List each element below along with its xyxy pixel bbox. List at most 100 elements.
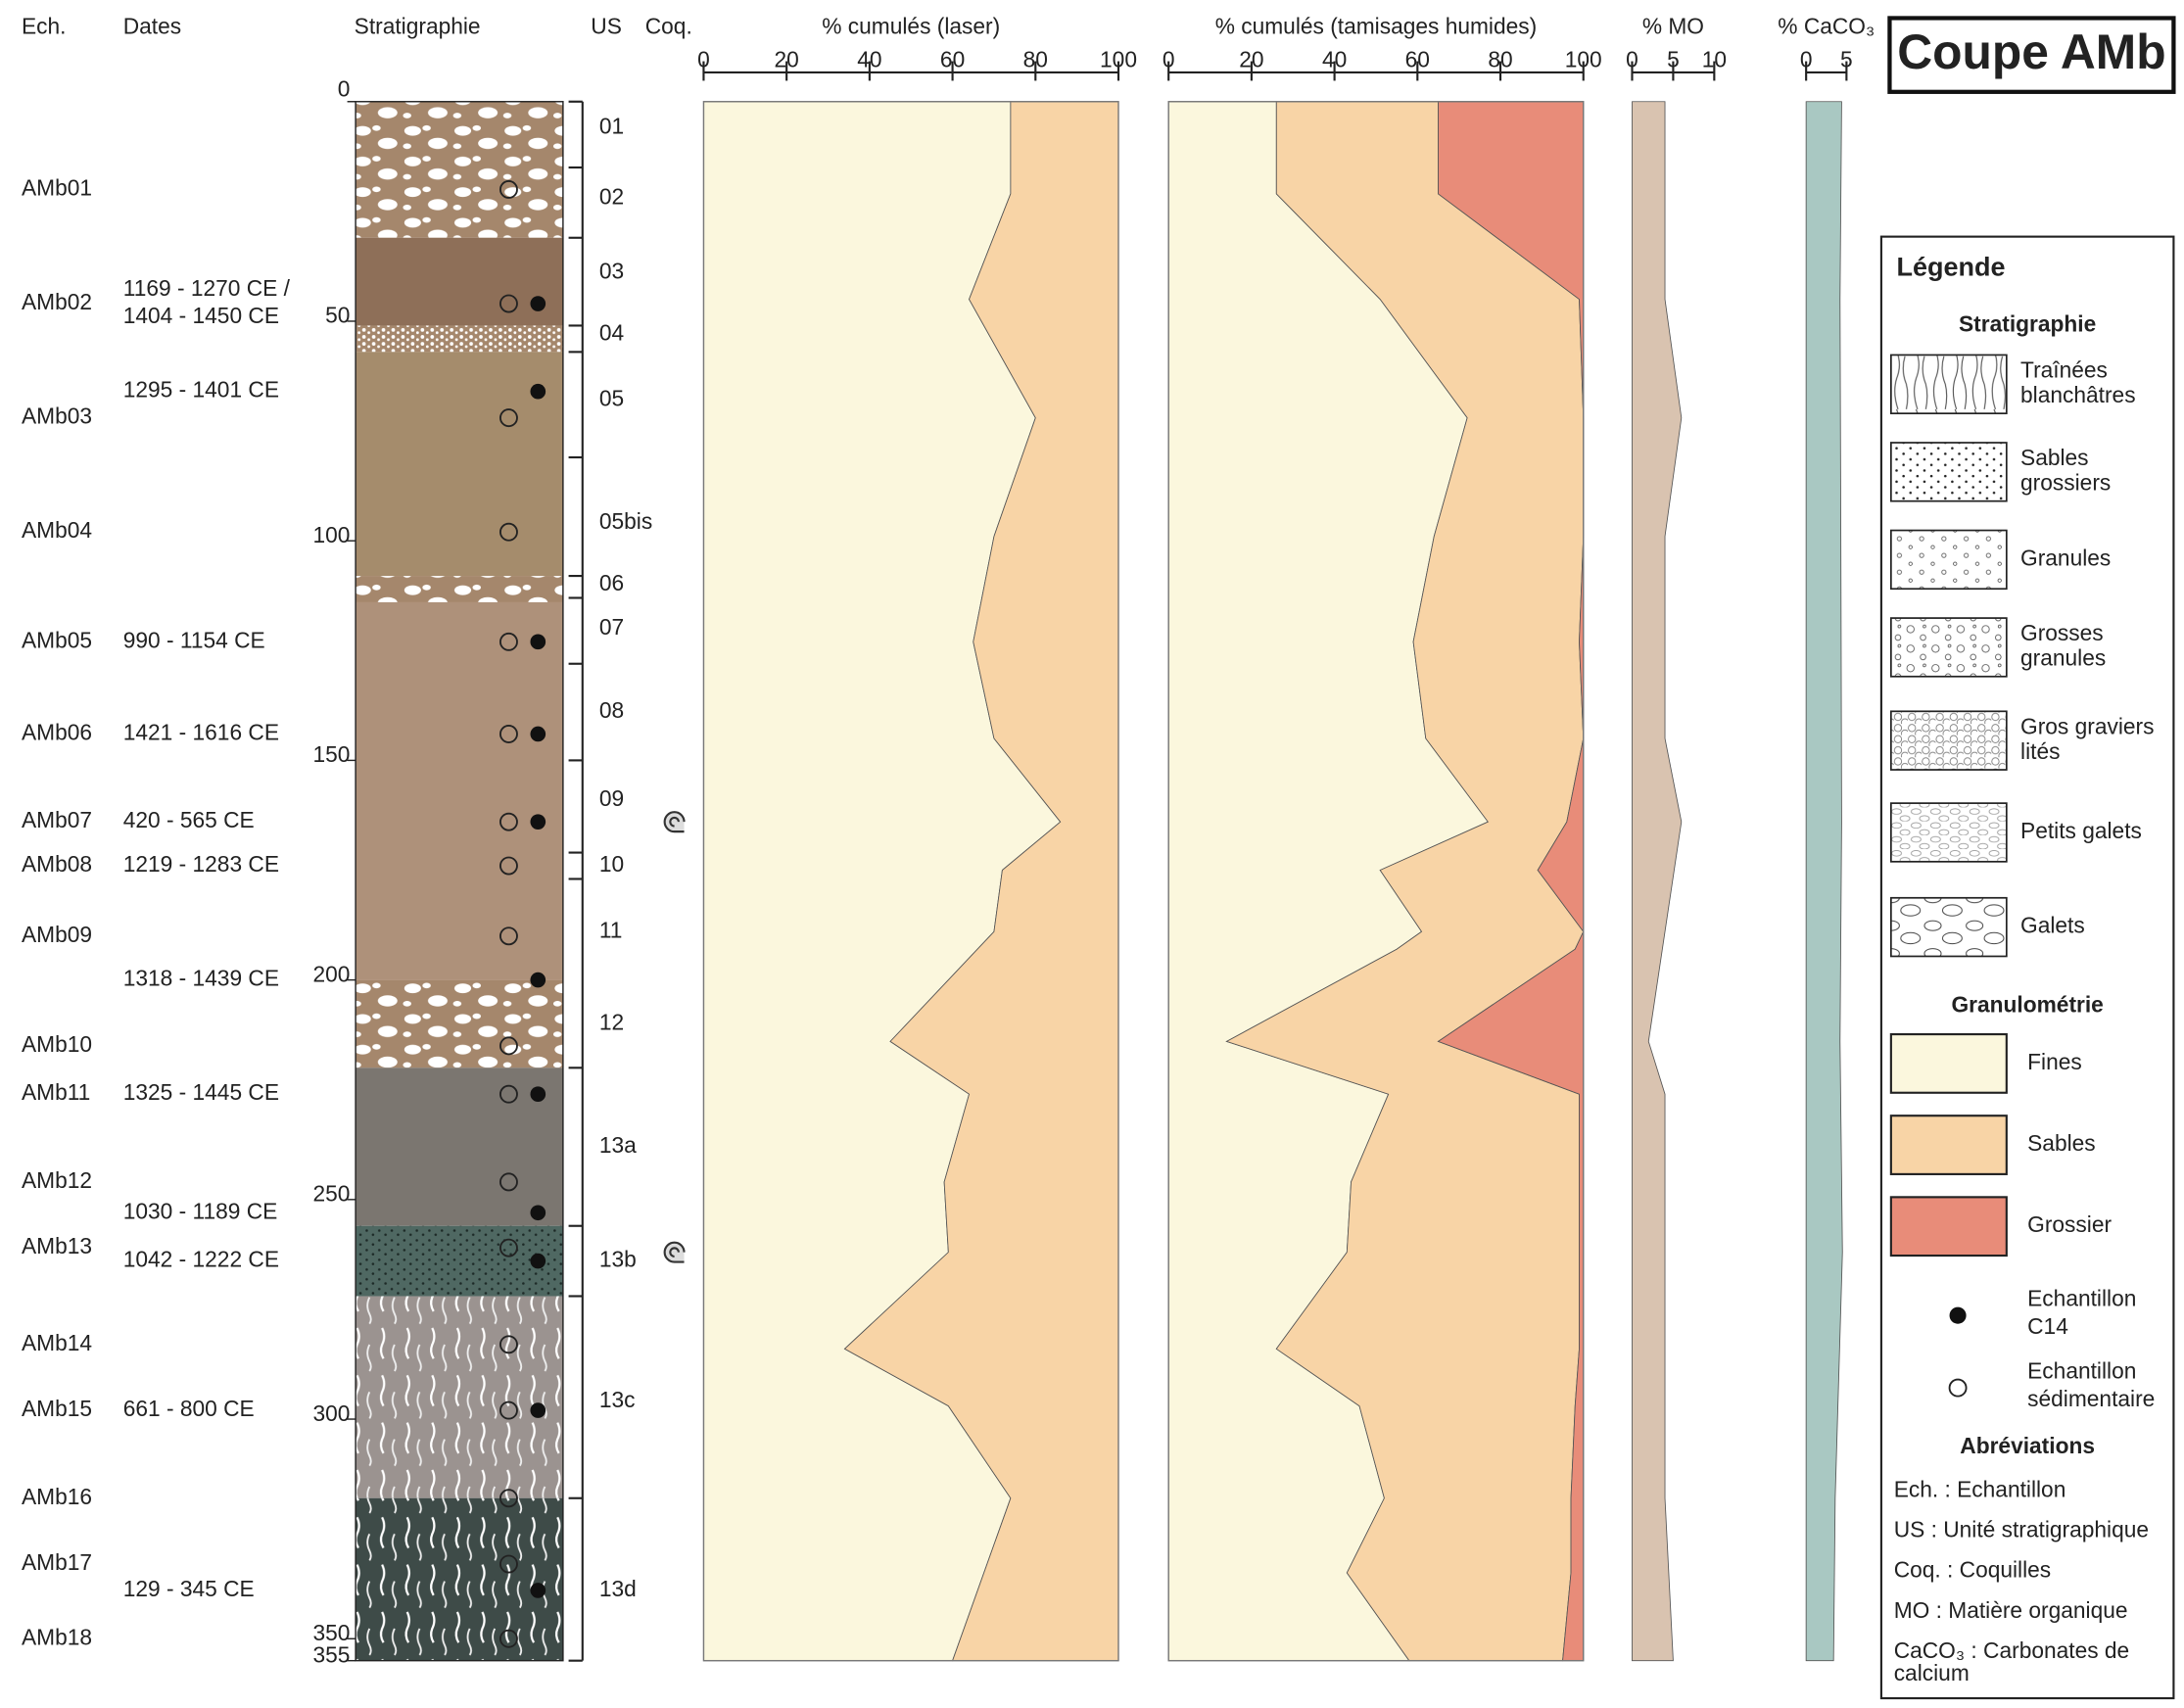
- date: 1042 - 1222 CE: [123, 1247, 279, 1272]
- x-tick-label: 40: [857, 47, 881, 72]
- us-label: 05bis: [599, 508, 652, 534]
- legend-swatch: [1890, 802, 2008, 863]
- x-tick-label: 0: [697, 47, 710, 72]
- header-strat: Stratigraphie: [355, 13, 481, 38]
- sediment-sample: [499, 1238, 518, 1257]
- stratum-texture: [356, 325, 563, 353]
- legend-subtitle: Granulométrie: [1951, 992, 2103, 1018]
- legend-abbr: MO : Matière organique: [1894, 1597, 2128, 1623]
- sample-name: AMb08: [22, 851, 92, 877]
- sediment-sample: [499, 926, 518, 946]
- header-us: US: [591, 13, 622, 38]
- legend-label: Sables: [2020, 445, 2089, 470]
- date: 1219 - 1283 CE: [123, 851, 279, 877]
- date: 1295 - 1401 CE: [123, 377, 279, 403]
- legend-abbr: calcium: [1894, 1660, 1970, 1685]
- legend-label: Petits galets: [2020, 818, 2142, 843]
- sample-name: AMb12: [22, 1167, 92, 1193]
- stratum-texture: [356, 576, 563, 602]
- us-label: 13d: [599, 1576, 637, 1601]
- legend-swatch: [1889, 1032, 2008, 1094]
- chart-title: % MO: [1642, 13, 1704, 38]
- us-label: 01: [599, 114, 624, 139]
- sediment-sample: [499, 179, 518, 199]
- legend-label: sédimentaire: [2027, 1386, 2155, 1411]
- us-label: 11: [599, 917, 623, 942]
- legend-subtitle: Stratigraphie: [1959, 311, 2096, 337]
- legend-label: Sables: [2027, 1130, 2096, 1156]
- legend-abbr: US : Unité stratigraphique: [1894, 1516, 2149, 1542]
- sample-name: AMb13: [22, 1233, 92, 1258]
- sediment-sample: [499, 1036, 518, 1056]
- date: 129 - 345 CE: [123, 1576, 255, 1601]
- legend-swatch: [1890, 617, 2008, 678]
- sediment-sample: [499, 1084, 518, 1104]
- sediment-sample: [499, 1554, 518, 1574]
- depth-label: 150: [312, 741, 350, 767]
- x-tick-label: 60: [940, 47, 965, 72]
- sample-name: AMb11: [22, 1079, 90, 1105]
- column-frame: [355, 101, 564, 1662]
- legend-label: Echantillon: [2027, 1286, 2136, 1311]
- legend-swatch: [1889, 1196, 2008, 1257]
- sediment-sample: [499, 408, 518, 428]
- legend-label: Fines: [2027, 1049, 2082, 1074]
- depth-label: 50: [325, 303, 350, 328]
- us-label: 05: [599, 386, 624, 411]
- title-box: [1887, 16, 2176, 94]
- legend-c14: [1949, 1306, 1967, 1324]
- depth-label: 355: [312, 1641, 350, 1667]
- date: 990 - 1154 CE: [123, 627, 265, 652]
- legend-label: C14: [2027, 1313, 2068, 1339]
- date: 1030 - 1189 CE: [123, 1198, 278, 1223]
- date: 1169 - 1270 CE /: [123, 275, 291, 301]
- date: 1421 - 1616 CE: [123, 719, 279, 744]
- legend-subtitle: Abréviations: [1960, 1433, 2095, 1458]
- sediment-sample: [499, 294, 518, 313]
- us-label: 08: [599, 697, 624, 723]
- stratum: [356, 352, 563, 577]
- legend-label: Galets: [2020, 913, 2085, 938]
- legend-title: Légende: [1897, 252, 2006, 281]
- sample-name: AMb15: [22, 1396, 92, 1421]
- x-tick-label: 100: [1565, 47, 1602, 72]
- chart-title: % cumulés (laser): [822, 13, 1000, 38]
- legend-label: Granules: [2020, 545, 2111, 570]
- legend-swatch: [1890, 442, 2008, 502]
- legend-label: Gros graviers: [2020, 713, 2154, 738]
- us-label: 03: [599, 259, 624, 284]
- c14-sample: [530, 383, 546, 400]
- date: 1318 - 1439 CE: [123, 966, 279, 991]
- sample-name: AMb06: [22, 719, 92, 744]
- us-label: 07: [599, 614, 624, 640]
- date: 420 - 565 CE: [123, 807, 255, 832]
- panel-frame: [702, 101, 1119, 1662]
- legend-label: grossiers: [2020, 470, 2111, 496]
- sediment-sample: [499, 856, 518, 876]
- x-tick-label: 5: [1667, 47, 1680, 72]
- c14-sample: [530, 1086, 546, 1103]
- header-coq: Coq.: [645, 13, 692, 38]
- header-dates: Dates: [123, 13, 181, 38]
- area: [1805, 101, 1843, 1662]
- x-tick-label: 0: [1626, 47, 1638, 72]
- legend-label: Grosses: [2020, 620, 2104, 645]
- stratum: [356, 1068, 563, 1226]
- us-label: 12: [599, 1009, 624, 1034]
- x-tick-label: 20: [775, 47, 799, 72]
- legend-abbr: CaCO₃ : Carbonates de: [1894, 1637, 2130, 1663]
- sample-name: AMb03: [22, 403, 92, 429]
- depth-label: 0: [338, 75, 351, 101]
- us-label: 10: [599, 851, 624, 877]
- legend-label: Traînées: [2020, 357, 2108, 383]
- depth-label: 100: [312, 522, 350, 547]
- legend-swatch: [1890, 354, 2008, 414]
- sediment-sample: [499, 1629, 518, 1648]
- stratum: [356, 601, 563, 980]
- panel-frame: [1167, 101, 1585, 1662]
- sediment-sample: [499, 812, 518, 831]
- sample-name: AMb18: [22, 1624, 92, 1649]
- sediment-sample: [499, 1489, 518, 1508]
